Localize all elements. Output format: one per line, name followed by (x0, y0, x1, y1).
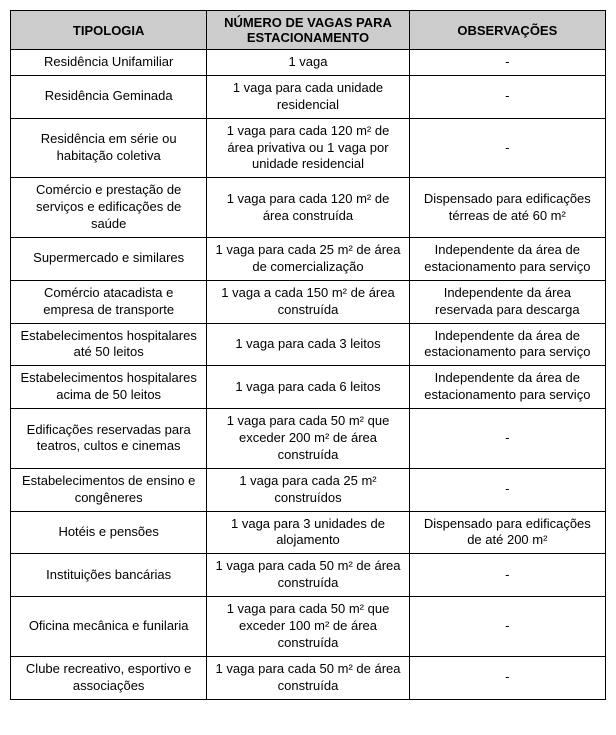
cell-tipologia: Comércio e prestação de serviços e edifi… (11, 178, 207, 238)
cell-vagas: 1 vaga (207, 50, 409, 76)
cell-tipologia: Residência Unifamiliar (11, 50, 207, 76)
cell-vagas: 1 vaga para cada 120 m² de área privativ… (207, 118, 409, 178)
cell-tipologia: Estabelecimentos hospitalares até 50 lei… (11, 323, 207, 366)
cell-observacoes: Dispensado para edificações térreas de a… (409, 178, 605, 238)
cell-vagas: 1 vaga para cada 25 m² construídos (207, 468, 409, 511)
cell-tipologia: Clube recreativo, esportivo e associaçõe… (11, 656, 207, 699)
table-body: Residência Unifamiliar 1 vaga - Residênc… (11, 50, 606, 700)
cell-observacoes: - (409, 118, 605, 178)
table-row: Oficina mecânica e funilaria 1 vaga para… (11, 597, 606, 657)
cell-tipologia: Hotéis e pensões (11, 511, 207, 554)
cell-vagas: 1 vaga a cada 150 m² de área construída (207, 280, 409, 323)
table-row: Clube recreativo, esportivo e associaçõe… (11, 656, 606, 699)
cell-vagas: 1 vaga para 3 unidades de alojamento (207, 511, 409, 554)
cell-tipologia: Instituições bancárias (11, 554, 207, 597)
cell-tipologia: Estabelecimentos hospitalares acima de 5… (11, 366, 207, 409)
cell-vagas: 1 vaga para cada 50 m² de área construíd… (207, 554, 409, 597)
cell-observacoes: Dispensado para edificações de até 200 m… (409, 511, 605, 554)
cell-observacoes: Independente da área de estacionamento p… (409, 238, 605, 281)
cell-tipologia: Residência Geminada (11, 75, 207, 118)
cell-observacoes: - (409, 50, 605, 76)
table-row: Supermercado e similares 1 vaga para cad… (11, 238, 606, 281)
table-row: Estabelecimentos de ensino e congêneres … (11, 468, 606, 511)
table-row: Hotéis e pensões 1 vaga para 3 unidades … (11, 511, 606, 554)
cell-observacoes: Independente da área de estacionamento p… (409, 366, 605, 409)
cell-tipologia: Edificações reservadas para teatros, cul… (11, 409, 207, 469)
cell-vagas: 1 vaga para cada 6 leitos (207, 366, 409, 409)
cell-vagas: 1 vaga para cada 25 m² de área de comerc… (207, 238, 409, 281)
table-row: Instituições bancárias 1 vaga para cada … (11, 554, 606, 597)
cell-vagas: 1 vaga para cada 120 m² de área construí… (207, 178, 409, 238)
column-header-tipologia: TIPOLOGIA (11, 11, 207, 50)
cell-vagas: 1 vaga para cada 50 m² que exceder 200 m… (207, 409, 409, 469)
cell-observacoes: - (409, 656, 605, 699)
table-row: Residência Geminada 1 vaga para cada uni… (11, 75, 606, 118)
cell-observacoes: - (409, 409, 605, 469)
column-header-vagas: NÚMERO DE VAGAS PARA ESTACIONAMENTO (207, 11, 409, 50)
table-row: Comércio e prestação de serviços e edifi… (11, 178, 606, 238)
cell-vagas: 1 vaga para cada 3 leitos (207, 323, 409, 366)
cell-tipologia: Supermercado e similares (11, 238, 207, 281)
cell-vagas: 1 vaga para cada 50 m² que exceder 100 m… (207, 597, 409, 657)
column-header-observacoes: OBSERVAÇÕES (409, 11, 605, 50)
cell-observacoes: - (409, 554, 605, 597)
table-row: Estabelecimentos hospitalares até 50 lei… (11, 323, 606, 366)
cell-tipologia: Estabelecimentos de ensino e congêneres (11, 468, 207, 511)
cell-tipologia: Comércio atacadista e empresa de transpo… (11, 280, 207, 323)
table-row: Comércio atacadista e empresa de transpo… (11, 280, 606, 323)
cell-observacoes: - (409, 597, 605, 657)
cell-observacoes: - (409, 468, 605, 511)
table-header-row: TIPOLOGIA NÚMERO DE VAGAS PARA ESTACIONA… (11, 11, 606, 50)
cell-vagas: 1 vaga para cada 50 m² de área construíd… (207, 656, 409, 699)
cell-vagas: 1 vaga para cada unidade residencial (207, 75, 409, 118)
cell-observacoes: Independente da área reservada para desc… (409, 280, 605, 323)
table-row: Estabelecimentos hospitalares acima de 5… (11, 366, 606, 409)
table-row: Residência em série ou habitação coletiv… (11, 118, 606, 178)
cell-observacoes: Independente da área de estacionamento p… (409, 323, 605, 366)
cell-tipologia: Residência em série ou habitação coletiv… (11, 118, 207, 178)
cell-tipologia: Oficina mecânica e funilaria (11, 597, 207, 657)
table-row: Edificações reservadas para teatros, cul… (11, 409, 606, 469)
table-row: Residência Unifamiliar 1 vaga - (11, 50, 606, 76)
parking-requirements-table: TIPOLOGIA NÚMERO DE VAGAS PARA ESTACIONA… (10, 10, 606, 700)
cell-observacoes: - (409, 75, 605, 118)
